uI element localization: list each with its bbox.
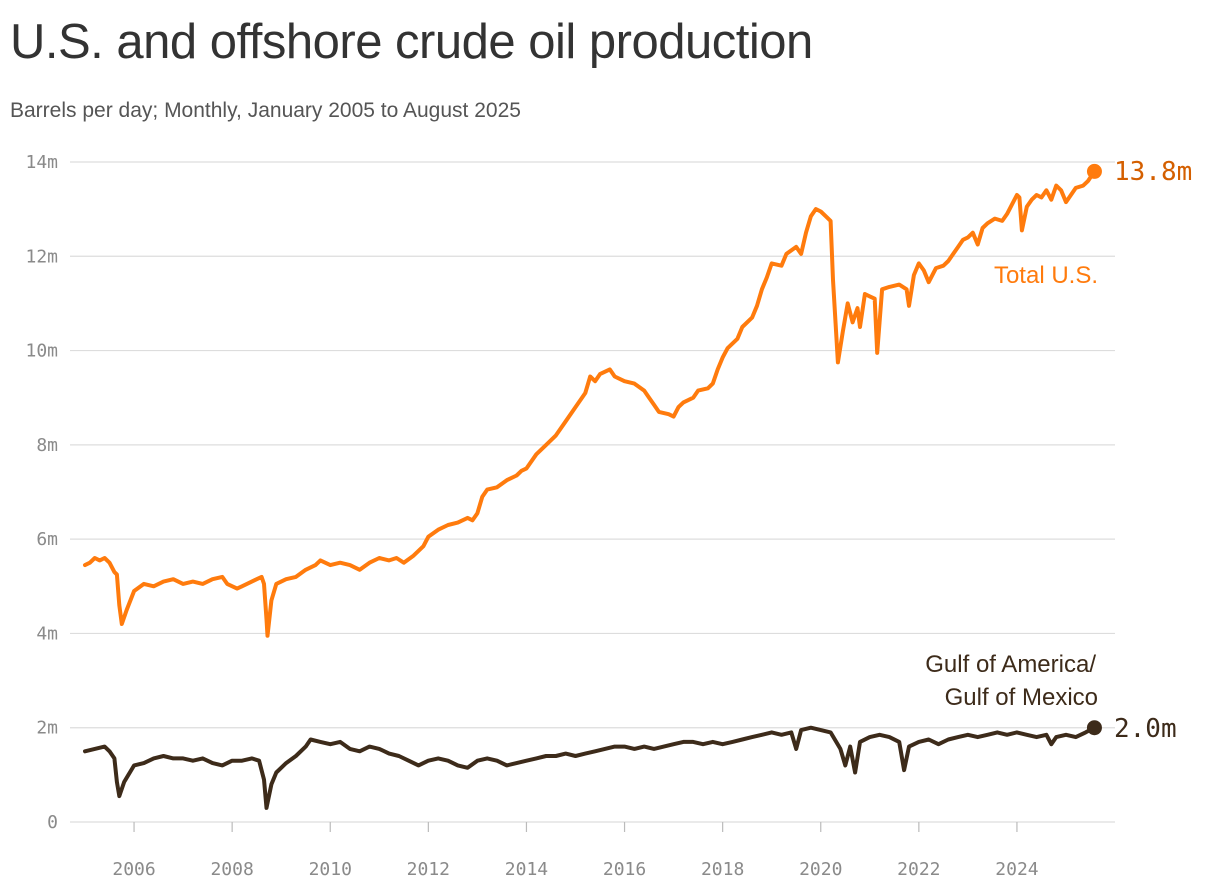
- x-tick-label: 2008: [210, 859, 253, 880]
- end-value-label-gulf: 2.0m: [1114, 714, 1177, 744]
- y-axis-ticks: 0 2m 4m 6m 8m 10m 12m 14m: [25, 152, 58, 833]
- series-lines: [83, 163, 1102, 810]
- y-tick-label: 6m: [36, 529, 58, 550]
- y-tick-label: 12m: [25, 246, 58, 267]
- x-tick-label: 2016: [603, 859, 646, 880]
- series-line-total-us: [83, 169, 1097, 638]
- x-tick-label: 2012: [407, 859, 450, 880]
- y-tick-label: 2m: [36, 718, 58, 739]
- end-value-label-total: 13.8m: [1114, 157, 1192, 187]
- end-point-gulf: [1086, 720, 1102, 736]
- x-tick-label: 2014: [505, 859, 548, 880]
- x-tick-label: 2024: [995, 859, 1038, 880]
- y-tick-label: 10m: [25, 341, 58, 362]
- x-tick-label: 2010: [309, 859, 352, 880]
- series-label-gulf-line2: Gulf of Mexico: [945, 684, 1098, 711]
- y-tick-label: 4m: [36, 623, 58, 644]
- series-labels: Total U.S. Gulf of America/ Gulf of Mexi…: [925, 157, 1192, 744]
- x-tick-label: 2006: [112, 859, 155, 880]
- chart-subtitle: Barrels per day; Monthly, January 2005 t…: [10, 99, 521, 122]
- gridlines: [70, 161, 1115, 823]
- x-tick-label: 2020: [799, 859, 842, 880]
- chart-title: U.S. and offshore crude oil production: [10, 15, 813, 69]
- series-label-gulf-line1: Gulf of America/: [925, 651, 1096, 678]
- y-tick-label: 8m: [36, 435, 58, 456]
- y-tick-label: 14m: [25, 152, 58, 173]
- series-label-total: Total U.S.: [994, 262, 1098, 289]
- x-tick-label: 2022: [897, 859, 940, 880]
- x-tick-label: 2018: [701, 859, 744, 880]
- y-tick-label: 0: [47, 812, 58, 833]
- x-axis-ticks: 2006 2008 2010 2012 2014 2016 2018 2020 2022 2024: [112, 822, 1039, 880]
- series-line-gulf: [83, 725, 1097, 810]
- end-point-total-us: [1086, 163, 1102, 179]
